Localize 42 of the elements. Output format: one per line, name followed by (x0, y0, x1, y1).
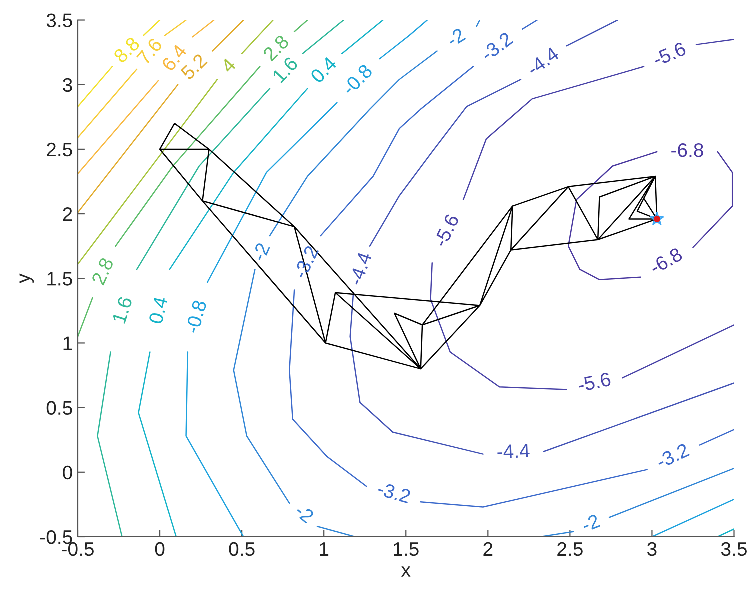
text: -5.6 (652, 42, 687, 67)
text: -3.2 (296, 245, 320, 278)
text: 0.4 (310, 56, 338, 84)
text: -3.2 (658, 443, 690, 466)
text: -4.4 (348, 252, 372, 286)
text: -4.4 (498, 444, 530, 458)
x-tick-label: 0.5 (229, 542, 255, 556)
text: -6.8 (672, 143, 704, 158)
x-axis-title: x (401, 566, 411, 577)
y-tick-label: 0 (63, 466, 72, 480)
y-tick-label: 3.5 (46, 14, 72, 28)
y-tick-label: 2.5 (47, 142, 72, 157)
text: 1.6 (112, 296, 133, 324)
text: -0.8 (341, 64, 374, 96)
x-tick-label: 3 (648, 542, 657, 556)
text: 2.8 (91, 257, 114, 286)
y-tick-label: 2 (63, 208, 72, 222)
x-tick-label: 1.5 (394, 542, 419, 556)
text: -2 (581, 514, 600, 532)
y-tick-label: 0.5 (46, 401, 72, 416)
text: -5.6 (436, 213, 460, 246)
y-tick-label: 1 (64, 336, 72, 350)
text: -2 (294, 503, 315, 524)
text: -0.8 (186, 300, 208, 333)
y-tick-label: -0.5 (40, 530, 72, 544)
text: -5.6 (579, 372, 612, 391)
text: -4.4 (530, 46, 560, 73)
text: -2 (450, 28, 466, 44)
y-tick-label: 3 (63, 78, 72, 92)
text: -3.2 (378, 484, 412, 504)
text: -6.8 (648, 247, 684, 275)
x-tick-label: 0 (155, 542, 165, 556)
text: -2 (254, 242, 270, 260)
x-tick-label: 3.5 (721, 542, 747, 556)
text: 4 (220, 58, 237, 74)
y-axis-title: y (20, 274, 34, 284)
x-tick-label: 2 (484, 542, 493, 556)
x-tick-label: 2.5 (558, 542, 583, 556)
text: 0.4 (148, 296, 168, 325)
x-tick-label: 1 (320, 542, 329, 556)
y-tick-label: 1.5 (48, 272, 72, 286)
text: -3.2 (480, 32, 514, 62)
